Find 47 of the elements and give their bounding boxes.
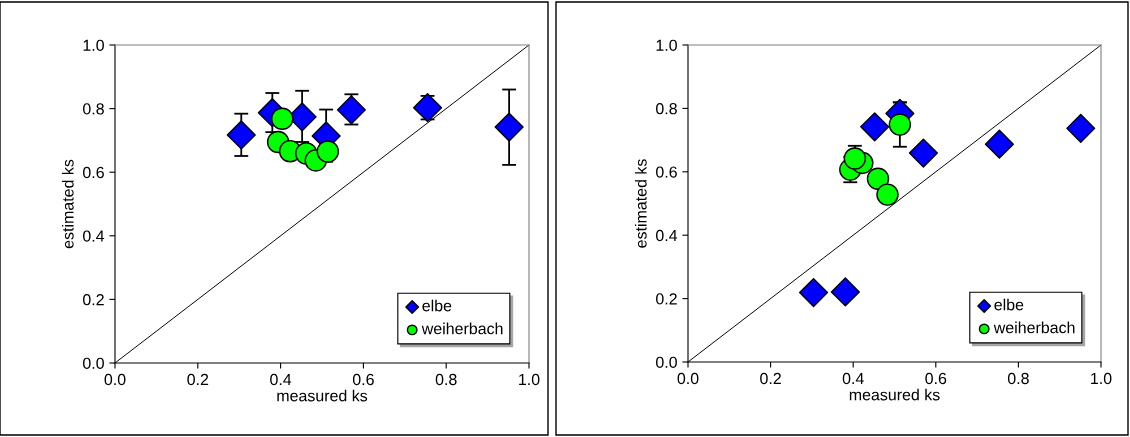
y-tick-label: 0.0 (656, 356, 677, 368)
legend-label: elbe (994, 298, 1024, 311)
point (412, 93, 443, 123)
x-axis-title: measured ks (849, 388, 940, 401)
point (336, 95, 366, 125)
point (494, 112, 524, 142)
point (1066, 113, 1096, 143)
y-axis-title: estimated ks (61, 159, 74, 249)
y-tick-label: 0.6 (83, 166, 104, 179)
y-tick-label: 0.4 (656, 229, 678, 242)
x-tick-label: 1.0 (519, 373, 540, 386)
point (908, 138, 938, 168)
y-tick-label: 0.0 (83, 357, 104, 369)
y-tick-label: 1.0 (656, 39, 677, 51)
y-tick-label: 1.0 (83, 39, 104, 51)
x-tick-label: 0.6 (352, 373, 374, 386)
point (226, 120, 256, 150)
legend-label: elbe (422, 299, 452, 312)
x-tick-label: 0.2 (187, 373, 209, 386)
x-tick-label: 0.4 (270, 373, 292, 386)
y-tick-label: 0.8 (83, 103, 104, 115)
x-tick-label: 0.0 (104, 373, 126, 386)
point (888, 113, 912, 136)
point (984, 129, 1014, 159)
x-tick-label: 0.0 (677, 372, 699, 385)
point (860, 112, 890, 142)
point (866, 167, 890, 191)
y-tick-label: 0.4 (83, 230, 105, 242)
y-tick-label: 0.2 (83, 294, 104, 306)
x-axis-title: measured ks (277, 389, 368, 402)
x-tick-label: 0.2 (760, 372, 781, 385)
point (876, 183, 899, 206)
legend-label: weiherbach (993, 321, 1075, 334)
x-tick-label: 0.6 (925, 372, 947, 385)
x-tick-label: 0.8 (435, 373, 457, 386)
x-tick-label: 1.0 (1091, 372, 1112, 385)
y-tick-label: 0.6 (656, 166, 677, 178)
point (271, 107, 294, 131)
y-tick-label: 0.2 (656, 293, 677, 305)
y-tick-label: 0.8 (656, 103, 677, 115)
x-tick-label: 0.4 (842, 372, 864, 385)
x-tick-label: 0.8 (1007, 372, 1029, 385)
point (830, 277, 860, 307)
y-axis-title: estimated ks (634, 159, 647, 248)
point (798, 277, 829, 308)
legend-label: weiherbach (421, 322, 503, 335)
point (316, 140, 340, 163)
